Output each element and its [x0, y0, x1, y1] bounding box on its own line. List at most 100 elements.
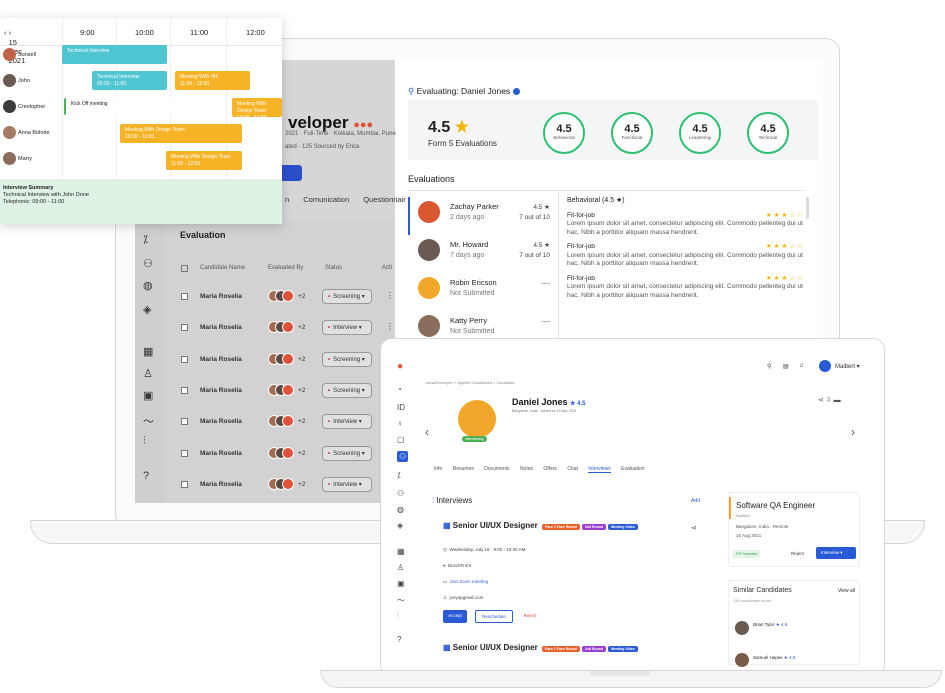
calendar-date[interactable]: ‹ 15 Dec 2021 ›	[4, 28, 26, 65]
info-icon	[513, 88, 521, 96]
tab-partial[interactable]: n	[285, 195, 290, 204]
status-select[interactable]: • Screening ▾	[322, 445, 372, 461]
dashboard-icon[interactable]: ◔	[397, 385, 402, 394]
chevron-right-icon[interactable]: ›	[851, 425, 855, 439]
globe-icon[interactable]: ◍	[143, 280, 153, 292]
tab-resumes[interactable]: Resumes	[452, 466, 474, 472]
calendar-event[interactable]: Meeting With Design Team 12:00 - 12:30	[232, 98, 282, 121]
select-all-checkbox[interactable]	[181, 265, 188, 272]
search-icon[interactable]: ⚲	[767, 364, 772, 370]
calendar-icon[interactable]: ▦	[143, 346, 154, 358]
grid-icon[interactable]: ▤	[783, 364, 789, 370]
row-checkbox[interactable]	[181, 449, 188, 457]
id-icon[interactable]: ID	[397, 403, 405, 412]
more-icon[interactable]: ⋮	[386, 291, 394, 300]
calendar-event[interactable]: Meeting With Design Team 10:00 - 11:00	[120, 124, 242, 143]
status-select[interactable]: • Screening ▾	[322, 382, 372, 398]
skills-icon[interactable]: ⁒	[143, 234, 148, 246]
similar-candidate[interactable]: Samuel Hepes ★ 4.5	[753, 655, 796, 660]
tab-communication[interactable]: Comunication	[303, 195, 350, 204]
bell-icon[interactable]: ♫	[799, 363, 804, 369]
similar-candidate[interactable]: Brian Tylor ★ 4.5	[753, 622, 788, 627]
table-row[interactable]: Maria Roselia+2•Screening ▾⋮	[170, 376, 395, 407]
job-reject-button[interactable]: Reject	[791, 551, 804, 556]
row-checkbox[interactable]	[181, 480, 188, 488]
share-icon[interactable]: ⋖	[691, 525, 697, 532]
row-checkbox[interactable]	[181, 293, 188, 300]
calendar-icon[interactable]: ▦	[397, 547, 405, 556]
reject-button[interactable]: Reject	[523, 613, 537, 618]
filters-icon[interactable]: ⫶	[143, 435, 146, 447]
status-select[interactable]: • Screening ▾	[322, 351, 372, 367]
calendar-event[interactable]: Meeting With Design Team 11:00 - 12:00	[166, 151, 242, 170]
tab-documents[interactable]: Documents	[484, 466, 510, 472]
link-row[interactable]: ▭ Join Zoom meeting	[443, 579, 489, 584]
tab-interviews[interactable]: Interviews	[588, 466, 611, 473]
job-interview-button[interactable]: Interview ▾	[816, 547, 856, 559]
analytics-icon[interactable]: 〜	[397, 596, 405, 605]
table-row[interactable]: Maria Roselia+2•Interview ▾⋮	[170, 313, 395, 344]
evaluator-item[interactable]: Zachay Parker 2 days ago 4.5 ★ 7 out of 10	[408, 197, 558, 236]
badge-icon[interactable]: ♀	[397, 419, 403, 428]
table-row[interactable]: Maria Roselia+2•Screening ▾⋮	[170, 345, 395, 376]
tab-evaluation[interactable]: Evaluation	[621, 466, 645, 472]
tag-icon[interactable]: ◈	[143, 304, 152, 316]
share-icon[interactable]: ⋖ ⇩ ▬	[818, 397, 841, 404]
table-row[interactable]: Maria Roselia+2•Interview ▾⋮	[170, 470, 395, 501]
status-select[interactable]: • Interview ▾	[322, 320, 372, 336]
more-icon[interactable]: ⋮	[386, 322, 394, 332]
tab-notes[interactable]: Notes	[519, 466, 533, 472]
table-row[interactable]: Maria Roselia+2•Interview ▾⋮	[170, 407, 395, 438]
tab-questionnaire[interactable]: Questionnair	[363, 195, 406, 204]
tag-icon[interactable]: ◈	[397, 521, 404, 530]
briefcase-icon[interactable]: ▢	[397, 435, 405, 444]
row-checkbox[interactable]	[181, 324, 188, 332]
avatar	[3, 74, 16, 87]
job-badge: F2F Interview	[733, 550, 761, 558]
evaluator-item[interactable]: Katty Perry Not Submitted ----	[408, 311, 558, 350]
chevron-left-icon[interactable]: ‹	[425, 425, 429, 439]
add-button[interactable]: Add	[691, 498, 700, 504]
view-all-link[interactable]: View all	[837, 588, 855, 594]
table-row[interactable]: Maria Roselia+2•Screening ▾⋮	[170, 282, 395, 313]
help-icon[interactable]: ?	[397, 635, 402, 644]
briefcase-icon[interactable]: ▣	[143, 390, 154, 402]
avatar	[418, 277, 440, 299]
user-icon[interactable]: ♙	[397, 563, 405, 572]
avatar-group-icon: ●●●	[353, 119, 374, 131]
candidates-icon[interactable]: ⚇	[397, 451, 409, 462]
calendar-event[interactable]: Meeting With HR 11:00 - 12:00	[175, 71, 250, 90]
status-select[interactable]: • Screening ▾	[322, 289, 372, 304]
row-checkbox[interactable]	[181, 386, 188, 394]
scrollbar[interactable]	[806, 197, 809, 219]
tab-chat[interactable]: Chat	[567, 466, 578, 472]
evaluator-item[interactable]: Robin Ericson Not Submitted ----	[408, 273, 558, 312]
similar-title: Similar Candidates	[733, 587, 792, 594]
add-user-icon[interactable]: ⚇	[143, 258, 153, 270]
calendar-event[interactable]: Kick Off meeting	[64, 98, 224, 115]
tab-offers[interactable]: Offers	[543, 466, 557, 472]
candidate-photo	[458, 400, 496, 438]
user-menu[interactable]: Maibert ▾	[835, 364, 860, 370]
row-checkbox[interactable]	[181, 418, 188, 426]
accept-button[interactable]: Accept	[443, 610, 467, 623]
tab-info[interactable]: Info	[434, 466, 443, 472]
analytics-icon[interactable]: 〜	[143, 416, 154, 428]
avatar[interactable]	[819, 360, 831, 372]
reschedule-button[interactable]: Reschedule	[475, 610, 513, 623]
add-user-icon[interactable]: ⚇	[397, 489, 405, 498]
evaluator-item[interactable]: Mr. Howard 7 days ago 4.5 ★ 7 out of 10	[408, 235, 558, 274]
help-icon[interactable]: ?	[143, 470, 150, 482]
inbox-icon[interactable]: ▣	[397, 579, 405, 588]
row-checkbox[interactable]	[181, 355, 188, 363]
table-row[interactable]: Maria Roselia+2•Screening ▾⋮	[170, 439, 395, 470]
user-icon[interactable]: ♙	[143, 368, 153, 380]
status-select[interactable]: • Interview ▾	[322, 476, 372, 492]
calendar-event[interactable]: Technical Interview	[62, 45, 167, 64]
calendar-event[interactable]: Technical Interview 09:00 - 11:00	[92, 71, 167, 90]
skills-icon[interactable]: ⁒	[397, 471, 401, 480]
interview-details: ◷ Wednesday, July 18 · 9:00 - 10:30 AM ⌖…	[443, 542, 525, 606]
status-select[interactable]: • Interview ▾	[322, 414, 372, 430]
globe-icon[interactable]: ◍	[397, 505, 404, 514]
filters-icon[interactable]: ⫶	[397, 611, 399, 620]
